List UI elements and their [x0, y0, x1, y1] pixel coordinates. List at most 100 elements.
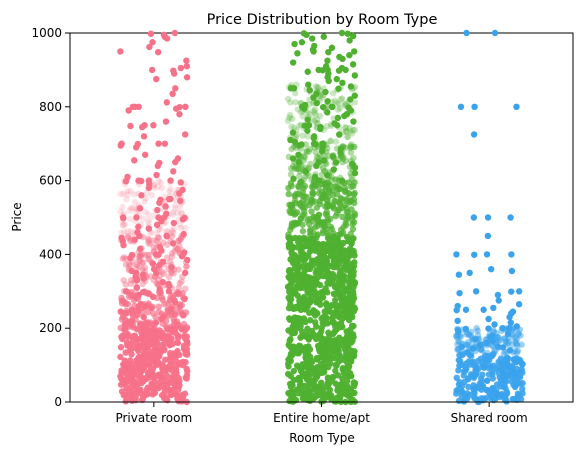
dense-point	[150, 244, 157, 251]
dense-point	[292, 192, 299, 200]
dense-point	[347, 128, 354, 135]
dense-point	[330, 234, 337, 242]
dense-point	[299, 113, 306, 120]
dense-point	[298, 271, 306, 279]
data-point	[166, 282, 173, 289]
dense-point	[305, 253, 312, 260]
dense-point	[340, 367, 347, 374]
data-point	[332, 159, 340, 166]
dense-point	[137, 386, 144, 393]
data-point	[484, 214, 492, 221]
dense-point	[157, 225, 165, 233]
data-point	[165, 288, 173, 295]
dense-point	[322, 210, 329, 218]
data-point	[150, 122, 157, 129]
data-point	[172, 85, 179, 92]
dense-point	[305, 148, 313, 155]
dense-point	[332, 348, 339, 356]
points-layer	[117, 29, 526, 406]
dense-point	[337, 247, 344, 254]
dense-point	[168, 250, 176, 257]
dense-point	[155, 303, 162, 310]
dense-point	[287, 226, 294, 234]
dense-point	[141, 198, 148, 205]
dense-point	[324, 230, 331, 237]
data-point	[346, 37, 353, 44]
dense-point	[343, 216, 350, 223]
data-point	[120, 215, 127, 222]
dense-point	[308, 327, 316, 335]
dense-point	[118, 229, 125, 237]
data-point	[484, 232, 492, 240]
data-point	[140, 275, 147, 282]
dense-point	[292, 276, 299, 284]
dense-point	[178, 210, 186, 217]
dense-point	[173, 305, 181, 312]
data-point	[476, 341, 484, 349]
data-point	[149, 293, 157, 301]
dense-point	[141, 264, 149, 271]
data-point	[515, 288, 523, 295]
dense-point	[296, 378, 304, 385]
dense-point	[300, 157, 307, 164]
data-point	[350, 118, 357, 125]
dense-point	[311, 109, 318, 116]
data-point	[325, 48, 332, 56]
dense-point	[335, 343, 342, 350]
dense-point	[457, 333, 464, 340]
dense-point	[308, 208, 315, 215]
dense-point	[175, 237, 182, 245]
y-tick-label: 200	[39, 321, 62, 335]
data-point	[485, 325, 492, 332]
data-point	[300, 105, 308, 112]
dense-point	[340, 239, 347, 247]
dense-point	[293, 325, 300, 332]
dense-point	[294, 165, 301, 172]
dense-point	[139, 280, 146, 288]
dense-point	[117, 190, 124, 198]
dense-point	[118, 375, 125, 382]
dense-point	[137, 252, 144, 259]
data-point	[154, 206, 161, 214]
dense-point	[338, 95, 346, 102]
dense-point	[296, 168, 303, 175]
dense-point	[125, 260, 133, 268]
data-point	[339, 55, 346, 63]
dense-point	[168, 233, 176, 240]
data-point	[167, 306, 175, 313]
dense-point	[122, 349, 129, 356]
dense-point	[141, 330, 149, 337]
dense-point	[287, 297, 294, 304]
data-point	[313, 99, 320, 107]
data-point	[464, 348, 471, 356]
data-point	[335, 85, 342, 92]
dense-point	[491, 347, 498, 354]
data-point	[337, 149, 344, 157]
data-point	[125, 107, 132, 114]
dense-point	[154, 234, 162, 241]
dense-point	[350, 263, 358, 270]
data-point	[499, 344, 507, 351]
dense-point	[171, 202, 179, 209]
data-point	[156, 199, 163, 206]
dense-point	[117, 208, 124, 215]
dense-point	[309, 358, 316, 365]
dense-point	[119, 332, 126, 339]
dense-point	[155, 226, 162, 234]
data-point	[176, 110, 183, 118]
dense-point	[133, 335, 140, 343]
dense-point	[293, 258, 301, 265]
dense-point	[502, 384, 509, 392]
data-point	[176, 190, 183, 197]
data-point	[131, 157, 138, 164]
dense-point	[291, 165, 298, 172]
dense-point	[307, 298, 314, 305]
dense-point	[332, 241, 339, 248]
data-point	[145, 184, 153, 192]
dense-point	[127, 280, 134, 288]
data-point	[133, 284, 141, 291]
data-point	[163, 233, 171, 240]
data-point	[504, 330, 512, 337]
data-point	[163, 35, 171, 42]
data-point	[515, 301, 523, 308]
